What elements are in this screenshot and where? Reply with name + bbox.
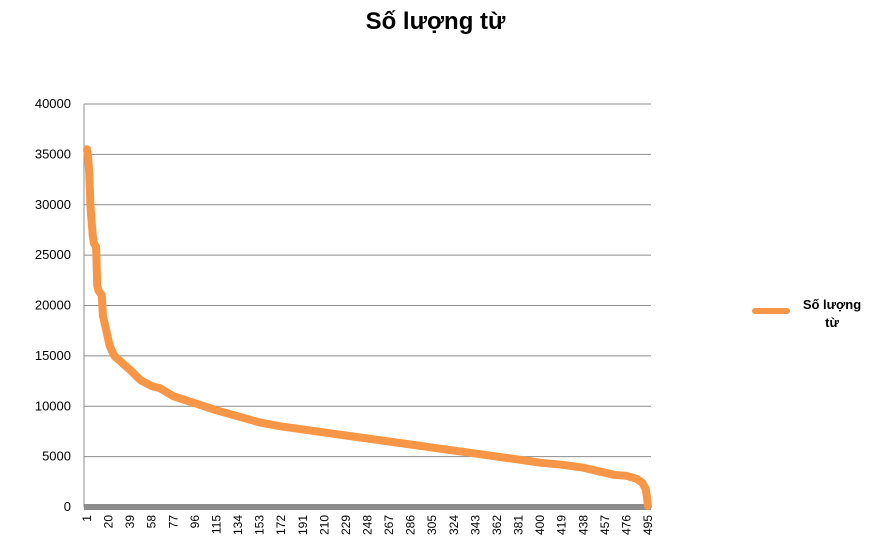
x-tick-label: 58: [145, 515, 159, 529]
x-tick-label: 457: [598, 515, 612, 535]
series-line: [83, 145, 652, 510]
y-tick-label: 5000: [42, 449, 71, 464]
x-tick-label: 20: [102, 515, 116, 529]
y-tick-label: 0: [64, 499, 71, 514]
x-tick-label: 134: [231, 515, 245, 535]
chart-title: Số lượng từ: [365, 8, 506, 35]
x-tick-label: 400: [533, 515, 547, 535]
legend-label: Số lượng từ: [802, 297, 862, 330]
x-tick-label: 210: [317, 515, 331, 535]
x-tick-label: 229: [339, 515, 353, 535]
x-tick-label: 115: [209, 515, 223, 534]
legend-swatch: [752, 308, 790, 314]
x-tick-label: 267: [382, 515, 396, 535]
x-tick-label: 495: [641, 515, 655, 535]
x-tick-label: 248: [361, 515, 375, 535]
y-tick-label: 10000: [35, 398, 71, 413]
x-tick-label: 362: [490, 515, 504, 535]
x-tick-label: 191: [296, 515, 310, 535]
y-tick-label: 30000: [35, 197, 71, 212]
x-tick-label: 343: [468, 515, 482, 535]
y-tick-label: 35000: [35, 146, 71, 161]
y-tick-label: 40000: [35, 96, 71, 111]
x-tick-label: 381: [512, 515, 526, 535]
x-axis-band: [84, 504, 651, 510]
x-tick-label: 1: [80, 515, 94, 522]
y-tick-label: 25000: [35, 247, 71, 262]
x-tick-label: 419: [555, 515, 569, 535]
y-tick-label: 20000: [35, 298, 71, 313]
x-tick-label: 39: [123, 515, 137, 529]
x-tick-label: 96: [188, 515, 202, 529]
y-tick-label: 15000: [35, 348, 71, 363]
x-tick-label: 77: [166, 515, 180, 529]
x-tick-label: 305: [425, 515, 439, 535]
x-tick-label: 172: [274, 515, 288, 535]
x-tick-label: 286: [404, 515, 418, 535]
x-tick-label: 153: [253, 515, 267, 535]
x-tick-label: 476: [619, 515, 633, 535]
x-tick-label: 324: [447, 515, 461, 535]
legend: Số lượng từ: [752, 296, 871, 336]
x-tick-label: 438: [576, 515, 590, 535]
